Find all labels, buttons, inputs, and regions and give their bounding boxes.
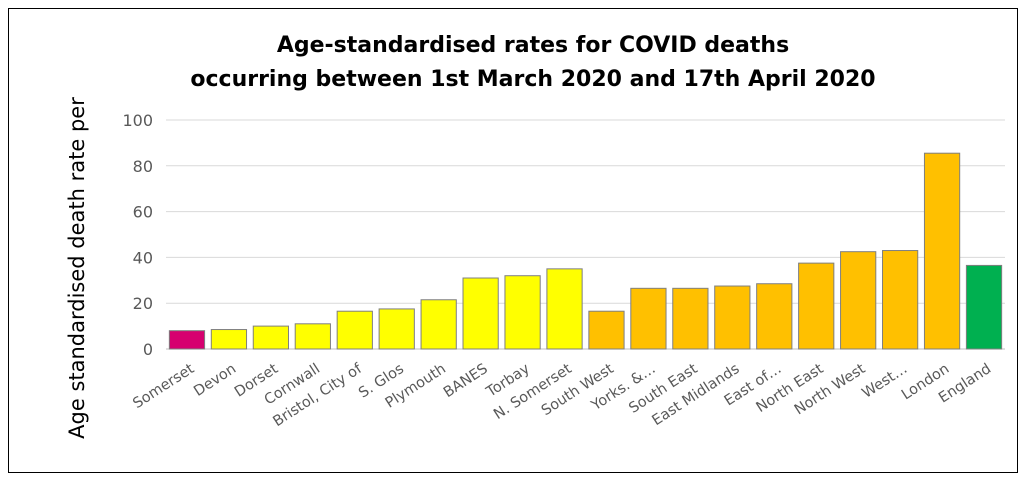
- y-axis-ticks: 0 20 40 60 80 100: [122, 111, 153, 359]
- y-tick-label: 100: [122, 111, 153, 130]
- bar: [210, 329, 248, 350]
- x-category-label: BANES: [441, 361, 491, 401]
- bar: [168, 330, 206, 350]
- bar: [923, 152, 961, 350]
- chart-title-line-2: occurring between 1st March 2020 and 17t…: [190, 67, 875, 92]
- bar: [672, 287, 709, 350]
- bars: [168, 152, 1003, 350]
- y-tick-label: 60: [133, 203, 153, 222]
- bar: [588, 310, 625, 350]
- bar: [840, 251, 877, 350]
- gridlines: [166, 119, 1005, 350]
- bar: [420, 299, 457, 350]
- bar: [882, 250, 919, 350]
- bar: [756, 283, 793, 350]
- bar: [965, 264, 1003, 350]
- bar: [378, 308, 415, 350]
- bar: [336, 310, 373, 350]
- bar: [714, 285, 751, 350]
- chart-title-line-1: Age-standardised rates for COVID deaths: [277, 33, 789, 58]
- chart-frame: [8, 8, 1018, 473]
- x-category-label: Devon: [191, 361, 239, 400]
- y-tick-label: 40: [133, 248, 153, 267]
- bar: [504, 275, 541, 350]
- bar: [798, 262, 835, 350]
- bar: [462, 277, 499, 350]
- x-category-label: Somerset: [130, 361, 197, 412]
- y-tick-label: 0: [143, 340, 153, 359]
- y-tick-label: 80: [133, 157, 153, 176]
- bar: [546, 268, 583, 350]
- bar: [252, 325, 289, 350]
- y-tick-label: 20: [133, 294, 153, 313]
- bar: [630, 287, 667, 350]
- y-axis-label: Age standardised death rate per: [65, 97, 89, 439]
- bar: [294, 323, 331, 350]
